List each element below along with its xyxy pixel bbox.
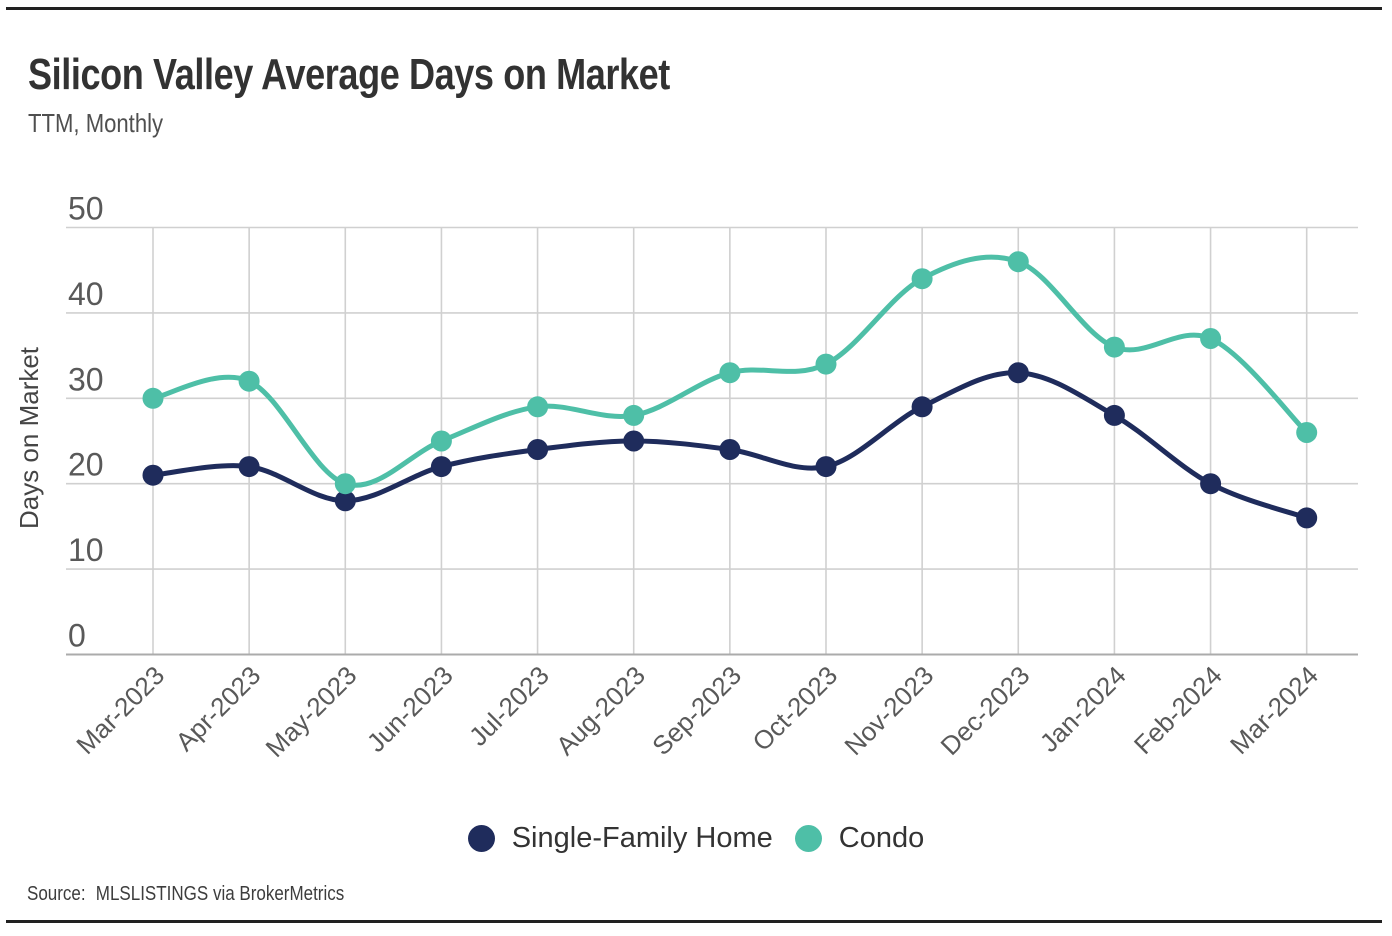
x-tick-label: Jan-2024 (1034, 660, 1132, 758)
line-chart-plot: Days on Market 0 10 20 30 40 50 Mar-2023 Apr-20… (14, 191, 1358, 763)
bottom-rule (6, 920, 1382, 923)
x-tick-label: Sep-2023 (646, 660, 747, 761)
x-tick-label: Dec-2023 (935, 660, 1036, 761)
data-point-condo (1296, 422, 1318, 443)
x-tick-label: Jul-2023 (463, 660, 555, 752)
x-tick-label: Nov-2023 (838, 660, 939, 761)
legend: Single-Family Home Condo (0, 822, 1392, 854)
data-point-condo (527, 396, 549, 418)
data-point-single-family-home (815, 456, 837, 478)
x-tick-label: Oct-2023 (746, 660, 843, 757)
legend-item-condo: Condo (794, 821, 925, 855)
chart-title: Silicon Valley Average Days on Market (28, 50, 670, 99)
legend-swatch-single-family-home-icon (467, 824, 495, 852)
x-tick-label: Mar-2023 (70, 660, 170, 760)
data-point-single-family-home (142, 464, 164, 486)
data-point-condo (1103, 336, 1125, 358)
source-note: Source: MLSLISTINGS via BrokerMetrics (27, 883, 344, 906)
data-point-single-family-home (1296, 507, 1318, 529)
legend-swatch-condo-icon (794, 824, 822, 852)
data-point-single-family-home (623, 430, 645, 452)
y-tick-label: 20 (68, 447, 104, 483)
y-tick-label: 50 (68, 191, 104, 227)
data-point-single-family-home (238, 456, 260, 478)
legend-label-condo: Condo (838, 821, 925, 854)
data-point-single-family-home (430, 456, 452, 478)
data-point-single-family-home (719, 439, 741, 460)
data-point-condo (1007, 251, 1029, 273)
data-point-condo (238, 370, 260, 392)
data-point-single-family-home (1007, 362, 1029, 384)
x-tick-label: Feb-2024 (1128, 660, 1228, 760)
source-label: Source: (27, 883, 86, 905)
data-point-condo (142, 387, 164, 409)
data-point-single-family-home (527, 439, 549, 460)
data-point-single-family-home (1103, 404, 1125, 426)
x-tick-label: May-2023 (260, 660, 363, 763)
data-point-single-family-home (334, 490, 356, 512)
source-value: MLSLISTINGS via BrokerMetrics (95, 883, 345, 905)
x-tick-label: Aug-2023 (550, 660, 651, 761)
y-axis-title: Days on Market (14, 346, 44, 529)
data-point-condo (911, 268, 933, 290)
y-tick-label: 30 (68, 361, 104, 397)
legend-label-single-family-home: Single-Family Home (511, 821, 773, 854)
data-point-condo (430, 430, 452, 452)
chart-subtitle: TTM, Monthly (28, 108, 164, 138)
x-tick-label: Jun-2023 (361, 660, 459, 758)
data-point-condo (1200, 328, 1222, 349)
y-tick-label: 0 (68, 618, 86, 654)
y-tick-label: 40 (68, 276, 104, 312)
data-point-single-family-home (911, 396, 933, 418)
data-point-condo (815, 353, 837, 375)
legend-item-single-family-home: Single-Family Home (467, 821, 773, 855)
top-rule (6, 7, 1382, 10)
x-tick-label: Mar-2024 (1224, 660, 1324, 760)
data-point-condo (334, 473, 356, 495)
data-point-single-family-home (1200, 473, 1222, 495)
y-tick-label: 10 (68, 532, 104, 568)
x-tick-label: Apr-2023 (170, 660, 267, 757)
data-point-condo (719, 362, 741, 384)
data-point-condo (623, 404, 645, 426)
